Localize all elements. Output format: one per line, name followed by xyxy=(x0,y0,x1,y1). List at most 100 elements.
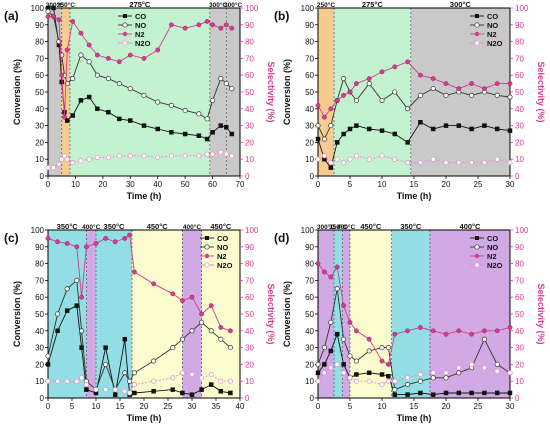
x-tick-label: 0 xyxy=(316,180,321,189)
y-tick-label: 10 xyxy=(305,155,314,164)
band-temperature-label: 400°C xyxy=(82,223,100,231)
data-point-n2 xyxy=(315,103,321,108)
data-point-n2 xyxy=(155,47,161,53)
data-point-n2 xyxy=(334,98,340,103)
x-tick-label: 60 xyxy=(208,180,217,189)
y2-tick-label: 20 xyxy=(245,360,254,369)
band-temperature-label: 250°C xyxy=(57,1,75,9)
y2-tick-label: 90 xyxy=(245,243,254,252)
legend-marker-n2 xyxy=(474,253,480,259)
x-tick-label: 25 xyxy=(474,180,483,189)
data-point-co xyxy=(155,126,160,132)
data-point-n2o xyxy=(481,365,487,371)
data-point-co xyxy=(74,303,80,308)
panel-label: (a) xyxy=(4,9,19,23)
data-point-n2o xyxy=(199,375,205,381)
data-point-no xyxy=(45,8,51,14)
y2-tick-label: 80 xyxy=(245,38,254,47)
data-point-n2o xyxy=(366,156,372,162)
data-point-n2 xyxy=(392,64,398,70)
y2-tick-label: 40 xyxy=(245,105,254,114)
data-point-co xyxy=(347,126,353,132)
y-tick-label: 90 xyxy=(305,21,314,30)
y2-tick-label: 20 xyxy=(515,360,524,369)
data-point-no xyxy=(417,92,423,98)
data-point-no xyxy=(189,328,195,334)
legend-marker-n2o xyxy=(474,262,480,268)
y2-tick-label: 90 xyxy=(515,21,524,30)
temperature-band xyxy=(48,8,62,176)
data-point-n2o xyxy=(141,153,147,159)
y-tick-label: 70 xyxy=(305,276,314,285)
legend-entry-n2o: N2O xyxy=(487,261,503,270)
data-point-n2 xyxy=(321,114,327,120)
y2-tick-label: 50 xyxy=(245,88,254,97)
data-point-n2o xyxy=(45,378,51,384)
data-point-n2 xyxy=(74,244,80,250)
data-point-n2o xyxy=(321,153,327,159)
data-point-co xyxy=(315,136,321,142)
legend-entry-co: CO xyxy=(217,234,228,243)
data-point-co xyxy=(51,5,56,11)
data-point-n2o xyxy=(155,154,161,161)
legend-marker-co xyxy=(123,14,127,18)
data-point-co xyxy=(392,131,398,137)
data-point-n2 xyxy=(481,86,487,92)
data-point-n2o xyxy=(50,165,57,171)
x-axis-label: Time (h) xyxy=(397,413,432,423)
band-temperature-label: 300°C xyxy=(450,0,472,9)
data-point-n2 xyxy=(430,328,436,334)
data-point-co xyxy=(392,392,398,397)
band-temperature-label: 450°C xyxy=(210,222,232,231)
data-point-no xyxy=(155,99,161,105)
data-point-n2o xyxy=(131,382,137,388)
data-point-n2o xyxy=(315,156,321,162)
data-point-no xyxy=(182,107,188,114)
data-point-co xyxy=(328,348,334,354)
y2-axis-label: Selectivity (%) xyxy=(536,61,546,122)
data-point-n2 xyxy=(469,81,474,87)
data-point-n2o xyxy=(353,153,359,159)
data-point-n2o xyxy=(116,153,122,159)
data-point-co xyxy=(228,390,233,396)
y-tick-label: 80 xyxy=(35,260,44,269)
data-point-n2 xyxy=(131,269,137,275)
data-point-n2 xyxy=(45,235,51,241)
data-point-n2 xyxy=(417,325,423,330)
y2-tick-label: 30 xyxy=(245,344,254,353)
y-tick-label: 90 xyxy=(305,243,314,252)
band-temperature-label: 300°C xyxy=(317,223,335,231)
y2-tick-label: 30 xyxy=(245,122,254,131)
data-point-n2o xyxy=(392,378,398,384)
y-tick-label: 40 xyxy=(305,327,314,336)
y-tick-label: 0 xyxy=(40,172,45,181)
data-point-no xyxy=(334,286,340,292)
legend-entry-n2: N2 xyxy=(135,30,145,39)
y-tick-label: 70 xyxy=(35,276,44,285)
panel-label: (c) xyxy=(4,231,19,245)
band-temperature-label: 350°C xyxy=(329,223,347,231)
y-tick-label: 10 xyxy=(35,377,44,386)
legend-marker-no xyxy=(474,244,480,250)
y2-tick-label: 80 xyxy=(515,260,524,269)
data-point-co xyxy=(122,336,128,342)
data-point-n2 xyxy=(127,52,133,58)
data-point-co xyxy=(334,140,340,145)
data-point-no xyxy=(341,76,347,82)
data-point-co xyxy=(86,94,92,100)
x-tick-label: 5 xyxy=(348,180,353,189)
data-point-n2 xyxy=(141,56,147,61)
data-point-n2o xyxy=(189,371,195,378)
data-point-no xyxy=(94,72,100,78)
data-point-n2o xyxy=(347,375,353,381)
data-point-n2o xyxy=(103,387,109,393)
data-point-n2o xyxy=(59,156,65,162)
data-point-n2o xyxy=(83,382,89,388)
y2-tick-label: 40 xyxy=(515,327,524,336)
data-point-no xyxy=(328,123,334,129)
data-point-n2 xyxy=(86,42,92,48)
y2-tick-label: 30 xyxy=(515,344,524,353)
band-temperature-label: 350°C xyxy=(400,222,422,231)
y-tick-label: 0 xyxy=(40,394,45,403)
data-point-co xyxy=(494,126,500,132)
